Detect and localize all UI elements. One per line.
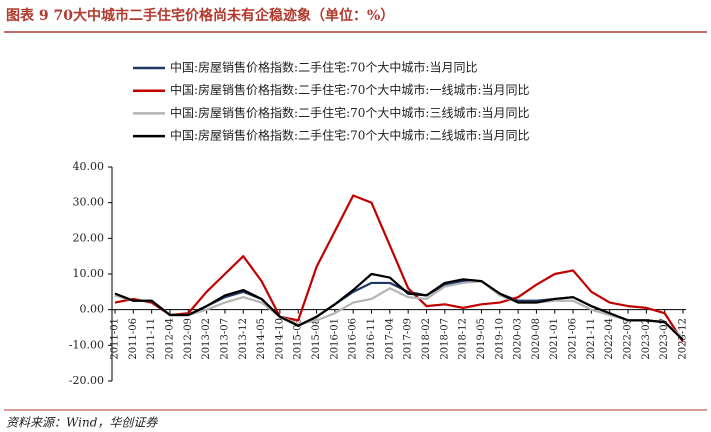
series-line [114, 194, 684, 343]
x-tick-label: 2012-09 [183, 318, 194, 360]
x-tick-label: 2011-11 [146, 318, 157, 360]
x-tick-label: 2020-08 [531, 318, 542, 360]
y-tick-label: 30.00 [73, 196, 105, 209]
x-tick-label: 2015-03 [293, 318, 304, 360]
series-line [114, 272, 684, 341]
y-tick-label: -20.00 [69, 374, 104, 387]
series-line [114, 280, 684, 340]
x-tick-label: 2018-12 [458, 318, 469, 360]
x-tick-label: 2017-04 [384, 318, 395, 360]
legend-label: 中国:房屋销售价格指数:二手住宅:70个大中城市:三线城市:当月同比 [170, 105, 530, 120]
x-tick-label: 2021-06 [568, 318, 579, 360]
x-tick-label: 2023-07 [659, 318, 670, 360]
y-tick-label: -10.00 [69, 338, 104, 351]
source: 资料来源：Wind，华创证券 [6, 416, 158, 430]
x-tick-label: 2020-03 [513, 318, 524, 360]
chart-title: 图表 9 70大中城市二手住宅价格尚未有企稳迹象（单位：%） [6, 7, 394, 24]
y-tick-label: 40.00 [73, 160, 105, 173]
x-tick-label: 2013-12 [238, 318, 249, 360]
x-tick-label: 2023-02 [641, 318, 652, 360]
x-tick-label: 2022-09 [623, 318, 634, 360]
y-tick-label: 0.00 [80, 303, 105, 316]
legend-label: 中国:房屋销售价格指数:二手住宅:70个大中城市:二线城市:当月同比 [170, 128, 530, 143]
x-tick-label: 2013-07 [219, 318, 230, 360]
x-tick-label: 2011-01 [110, 318, 121, 360]
x-tick-label: 2011-06 [128, 318, 139, 360]
x-tick-label: 2019-10 [494, 318, 505, 360]
x-tick-label: 2018-02 [421, 318, 432, 360]
x-tick-label: 2022-04 [604, 318, 615, 360]
x-tick-label: 2014-10 [274, 318, 285, 360]
x-tick-label: 2014-05 [256, 318, 267, 360]
y-tick-label: 10.00 [73, 267, 105, 280]
legend-label: 中国:房屋销售价格指数:二手住宅:70个大中城市:一线城市:当月同比 [170, 82, 530, 97]
x-tick-label: 2021-01 [549, 318, 560, 360]
x-tick-label: 2016-06 [348, 318, 359, 360]
legend-label: 中国:房屋销售价格指数:二手住宅:70个大中城市:当月同比 [170, 60, 477, 75]
x-tick-label: 2013-02 [201, 318, 212, 360]
x-tick-label: 2018-07 [439, 318, 450, 360]
x-tick-label: 2016-01 [329, 318, 340, 360]
x-tick-label: 2015-08 [311, 318, 322, 360]
x-tick-label: 2017-09 [403, 318, 414, 360]
x-tick-label: 2019-05 [476, 318, 487, 360]
y-tick-label: 20.00 [73, 231, 105, 244]
x-tick-label: 2016-11 [366, 318, 377, 360]
x-tick-label: 2021-11 [586, 318, 597, 360]
x-tick-label: 2012-04 [164, 318, 175, 360]
